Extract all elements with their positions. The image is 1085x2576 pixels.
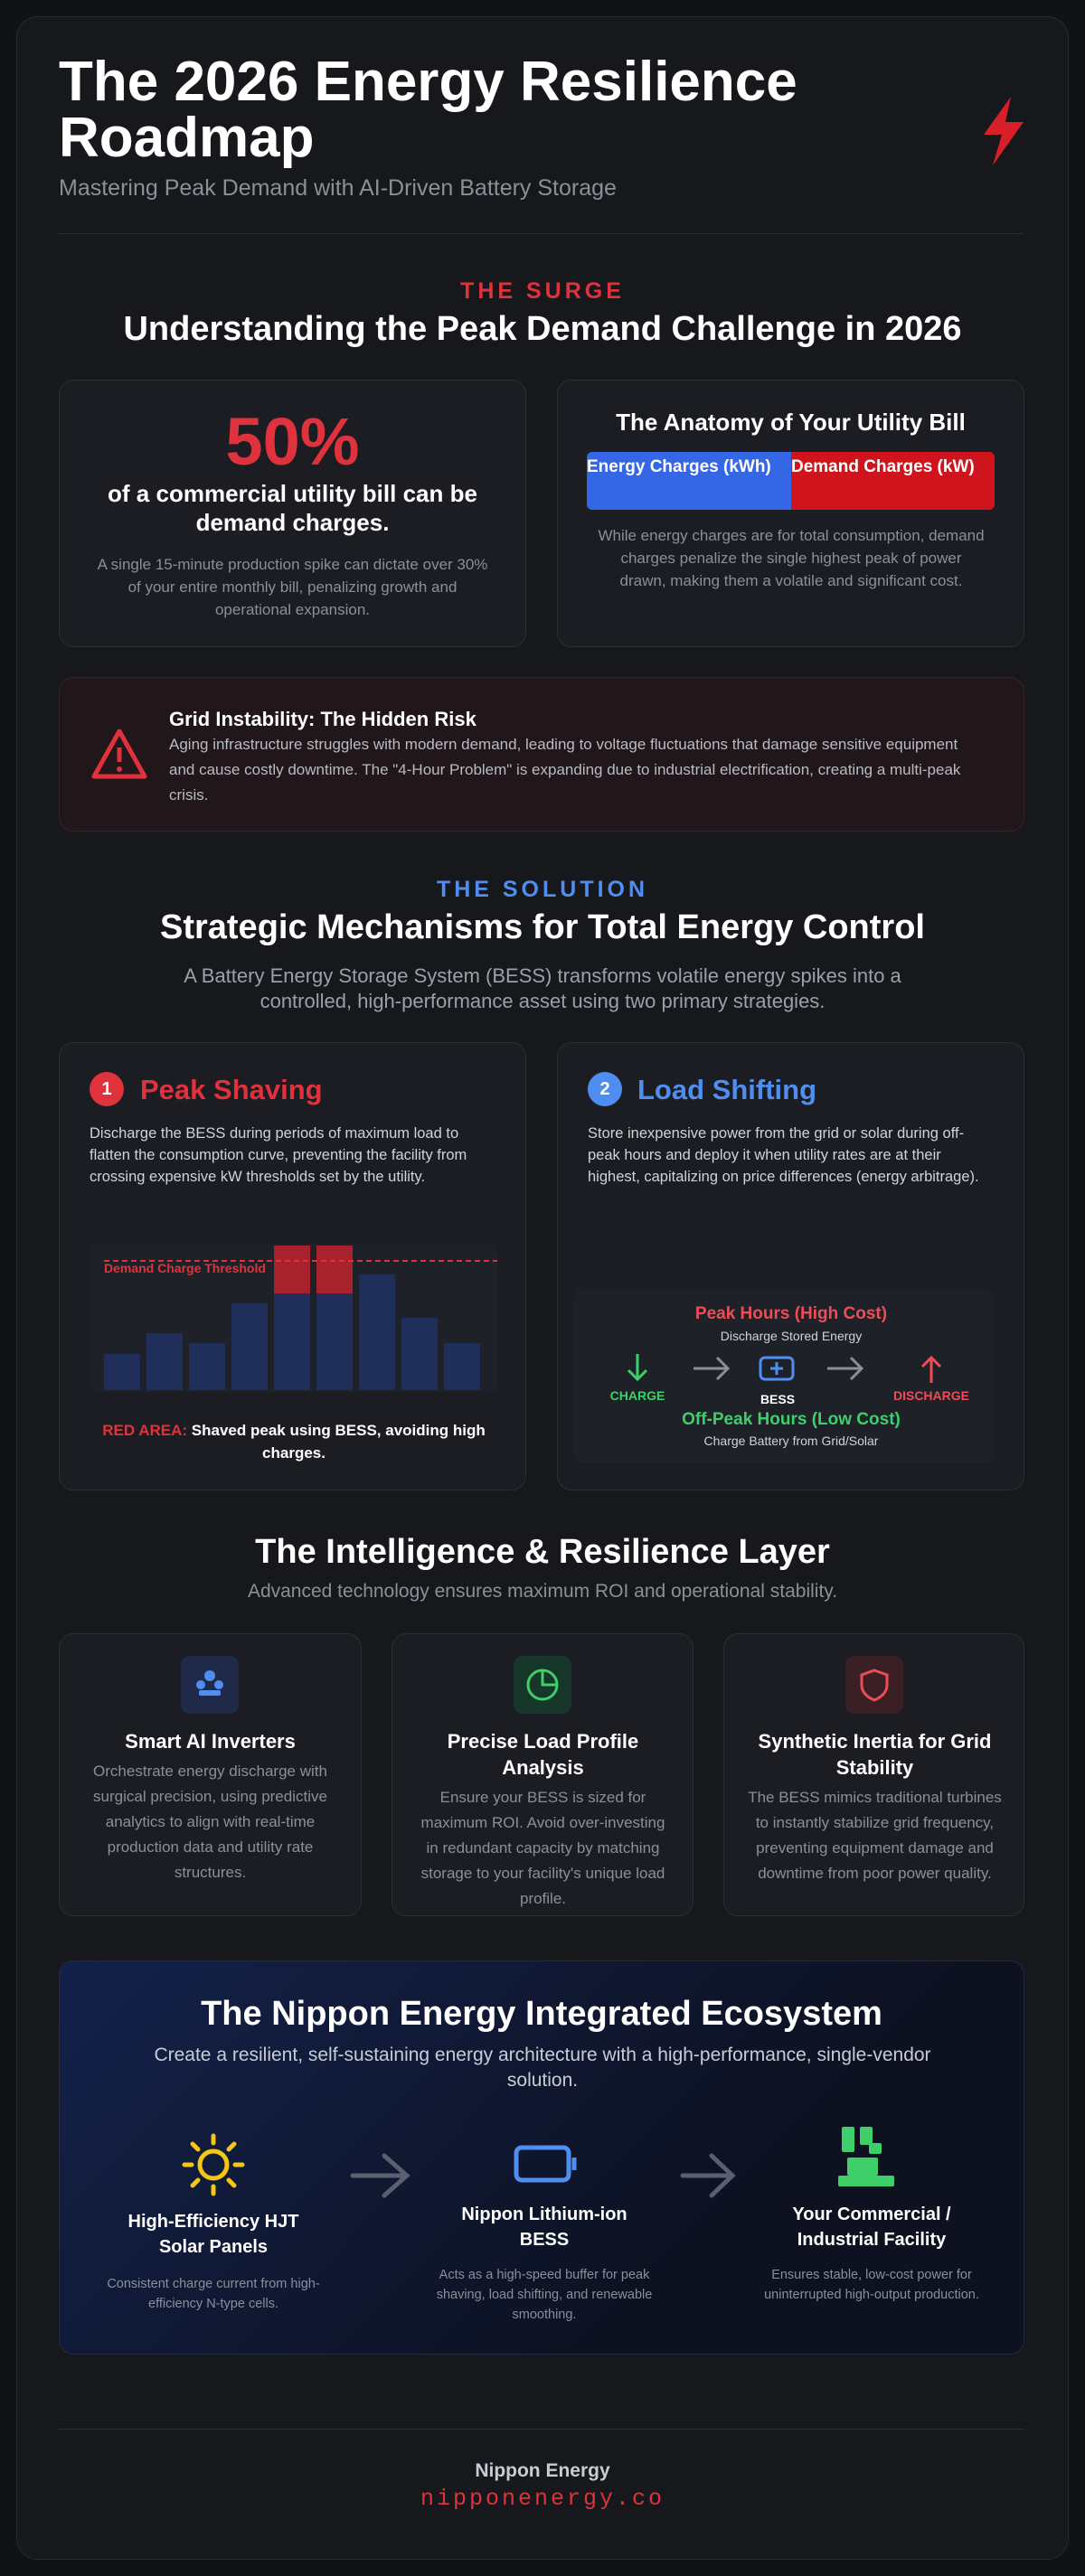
footer-brand: Nippon Energy	[475, 2460, 610, 2481]
peak-number: 1	[90, 1072, 124, 1106]
bess-text: Acts as a high-speed buffer for peak sha…	[436, 2268, 653, 2322]
bill-note: While energy charges are for total consu…	[598, 527, 985, 589]
subtitle: Mastering Peak Demand with AI-Driven Bat…	[59, 175, 617, 201]
warning-icon	[91, 729, 147, 779]
charge-label: CHARGE	[609, 1388, 665, 1403]
threshold-label: Demand Charge Threshold	[104, 1261, 266, 1275]
solar-title: High-Efficiency HJT Solar Panels	[127, 2212, 299, 2257]
profile-title: Precise Load Profile Analysis	[447, 1730, 639, 1779]
caption-label: RED AREA:	[102, 1422, 188, 1439]
peak-caption: RED AREA: Shaved peak using BESS, avoidi…	[90, 1419, 497, 1464]
intelligence-heading: The Intelligence & Resilience Layer	[255, 1533, 830, 1571]
surge-heading: Understanding the Peak Demand Challenge …	[123, 310, 962, 348]
inertia-title: Synthetic Inertia for Grid Stability	[758, 1730, 992, 1779]
alert-title: Grid Instability: The Hidden Risk	[169, 708, 476, 730]
caption-text: Shaved peak using BESS, avoiding high ch…	[191, 1422, 486, 1462]
stat-value: 50%	[225, 404, 360, 479]
shield-icon	[845, 1656, 903, 1714]
discharge-label: DISCHARGE	[892, 1388, 969, 1403]
offpeak-title: Off-Peak Hours (Low Cost)	[682, 1410, 901, 1429]
stat-text: of a commercial utility bill can be dema…	[108, 480, 477, 536]
stat-card	[59, 380, 526, 647]
ecosystem-icons	[182, 2127, 894, 2198]
footer-url: nipponenergy.co	[420, 2486, 665, 2512]
solution-heading: Strategic Mechanisms for Total Energy Co…	[159, 908, 925, 946]
inertia-text: The BESS mimics traditional turbines to …	[748, 1789, 1002, 1882]
intelligence-subtitle: Advanced technology ensures maximum ROI …	[247, 1581, 838, 1602]
title: The 2026 Energy Resilience Roadmap	[59, 51, 797, 169]
stat-note: A single 15-minute production spike can …	[97, 556, 488, 618]
alert-text: Aging infrastructure struggles with mode…	[169, 736, 961, 804]
solar-text: Consistent charge current from high-effi…	[107, 2277, 320, 2311]
solution-intro: A Battery Energy Storage System (BESS) t…	[184, 964, 901, 1012]
facility-text: Ensures stable, low-cost power for unint…	[764, 2268, 979, 2302]
peak-hours-sub: Discharge Stored Energy	[720, 1329, 863, 1343]
offpeak-sub: Charge Battery from Grid/Solar	[703, 1434, 879, 1448]
bill-demand-segment: Demand Charges (kW)	[791, 452, 995, 510]
bess-title: Nippon Lithium-ion BESS	[461, 2205, 627, 2250]
ecosystem-heading: The Nippon Energy Integrated Ecosystem	[201, 1995, 882, 2033]
peak-chart	[104, 1246, 497, 1390]
shift-icons	[627, 1354, 942, 1383]
ai-text: Orchestrate energy discharge with surgic…	[93, 1763, 327, 1881]
footer-divider	[59, 2429, 1024, 2430]
bolt-icon	[984, 97, 1024, 165]
peak-hours-title: Peak Hours (High Cost)	[694, 1304, 888, 1323]
shift-diagram	[574, 1290, 995, 1462]
alert-box	[59, 677, 1024, 832]
divider	[59, 233, 1024, 234]
ecosystem-subtitle: Create a resilient, self-sustaining ener…	[154, 2045, 931, 2091]
bill-card	[557, 380, 1024, 647]
ai-icon	[181, 1656, 239, 1714]
load-title: Load Shifting	[637, 1074, 817, 1105]
ai-title: Smart AI Inverters	[125, 1730, 296, 1753]
surge-eyebrow: THE SURGE	[460, 278, 625, 304]
bill-energy-segment: Energy Charges (kWh)	[587, 452, 791, 510]
facility-title: Your Commercial / Industrial Facility	[792, 2205, 951, 2250]
peak-title: Peak Shaving	[140, 1074, 323, 1105]
bill-title: The Anatomy of Your Utility Bill	[616, 409, 966, 436]
profile-text: Ensure your BESS is sized for maximum RO…	[420, 1789, 665, 1907]
peak-text: Discharge the BESS during periods of max…	[90, 1125, 467, 1185]
bess-label: BESS	[760, 1392, 796, 1406]
solution-eyebrow: THE SOLUTION	[436, 877, 649, 902]
load-number: 2	[588, 1072, 622, 1106]
chart-icon	[514, 1656, 571, 1714]
load-text: Store inexpensive power from the grid or…	[588, 1125, 979, 1185]
